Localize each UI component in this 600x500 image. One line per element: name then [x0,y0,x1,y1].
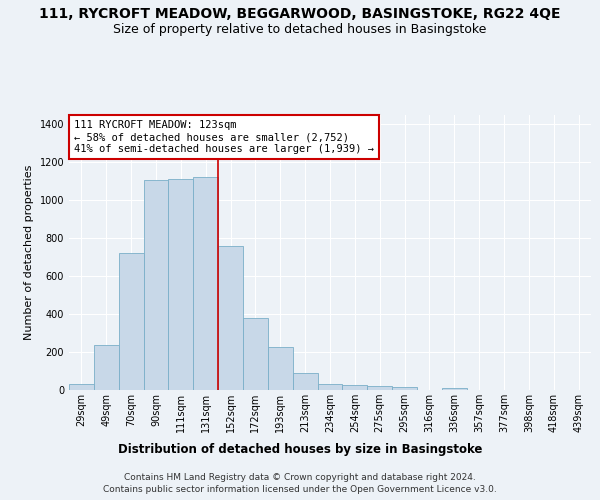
Bar [317,384,343,390]
Bar [143,180,169,390]
Text: 111 RYCROFT MEADOW: 123sqm
← 58% of detached houses are smaller (2,752)
41% of s: 111 RYCROFT MEADOW: 123sqm ← 58% of deta… [74,120,374,154]
Text: Contains public sector information licensed under the Open Government Licence v3: Contains public sector information licen… [103,485,497,494]
Bar [94,346,119,390]
Text: Size of property relative to detached houses in Basingstoke: Size of property relative to detached ho… [113,22,487,36]
Bar [293,373,317,390]
Text: Distribution of detached houses by size in Basingstoke: Distribution of detached houses by size … [118,442,482,456]
Bar [392,387,417,390]
Bar [243,318,268,390]
Bar [218,246,243,390]
Bar [367,386,392,390]
Y-axis label: Number of detached properties: Number of detached properties [24,165,34,340]
Bar [193,176,218,390]
Bar [119,254,143,390]
Bar [442,388,467,390]
Bar [343,386,367,390]
Bar [169,178,193,390]
Bar [268,348,293,390]
Bar [69,384,94,390]
Text: Contains HM Land Registry data © Crown copyright and database right 2024.: Contains HM Land Registry data © Crown c… [124,472,476,482]
Text: 111, RYCROFT MEADOW, BEGGARWOOD, BASINGSTOKE, RG22 4QE: 111, RYCROFT MEADOW, BEGGARWOOD, BASINGS… [39,8,561,22]
